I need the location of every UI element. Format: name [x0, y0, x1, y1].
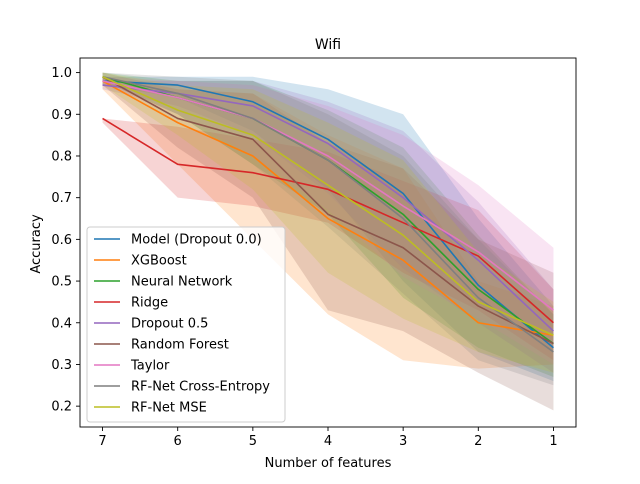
legend-label-7: RF-Net Cross-Entropy [131, 380, 270, 395]
series-line-3 [102, 117, 554, 324]
y-tick-label: 0.8 [51, 149, 72, 164]
band-8 [102, 72, 554, 373]
band-2 [102, 72, 554, 377]
legend-label-1: XGBoost [131, 254, 187, 269]
chart-title: Wifi [315, 37, 341, 53]
legend-label-0: Model (Dropout 0.0) [131, 233, 262, 248]
series-line-5 [102, 76, 554, 345]
series-line-6 [102, 80, 554, 311]
x-tick-label: 2 [474, 434, 482, 449]
x-axis-ticks: 7 6 5 4 3 2 1 [98, 427, 558, 449]
y-tick-label: 0.2 [51, 400, 72, 415]
x-tick-label: 4 [324, 434, 332, 449]
legend-label-3: Ridge [131, 296, 168, 311]
band-6 [102, 76, 554, 365]
y-tick-label: 0.6 [51, 233, 72, 248]
y-tick-label: 0.4 [51, 316, 72, 331]
series-lines [102, 75, 555, 353]
series-line-8 [102, 76, 554, 337]
y-axis-label: Accuracy [29, 214, 44, 274]
band-1 [102, 76, 554, 369]
series-line-0 [102, 80, 554, 349]
legend-label-2: Neural Network [131, 275, 233, 290]
x-axis-label: Number of features [265, 456, 392, 471]
y-axis-ticks: 0.2 0.3 0.4 0.5 0.6 0.7 0.8 0.9 1.0 [51, 66, 80, 415]
band-0 [102, 76, 554, 382]
y-tick-label: 0.9 [51, 108, 72, 123]
y-tick-label: 0.5 [51, 275, 72, 290]
y-tick-label: 1.0 [51, 66, 72, 81]
x-tick-label: 3 [399, 434, 407, 449]
x-tick-label: 5 [249, 434, 257, 449]
legend-label-6: Taylor [130, 359, 170, 374]
legend-label-5: Random Forest [131, 338, 229, 353]
series-line-1 [102, 80, 554, 337]
legend-box [86, 226, 286, 423]
band-7 [102, 72, 554, 386]
x-tick-label: 1 [549, 434, 557, 449]
legend: Model (Dropout 0.0) XGBoost Neural Network… [86, 226, 286, 423]
y-tick-label: 0.7 [51, 191, 72, 206]
series-line-7 [102, 75, 554, 353]
y-tick-label: 0.3 [51, 358, 72, 373]
legend-label-4: Dropout 0.5 [131, 317, 208, 332]
band-3 [102, 118, 554, 361]
legend-label-8: RF-Net MSE [131, 401, 207, 416]
x-tick-label: 6 [174, 434, 182, 449]
band-5 [102, 72, 554, 411]
x-tick-label: 7 [98, 434, 106, 449]
